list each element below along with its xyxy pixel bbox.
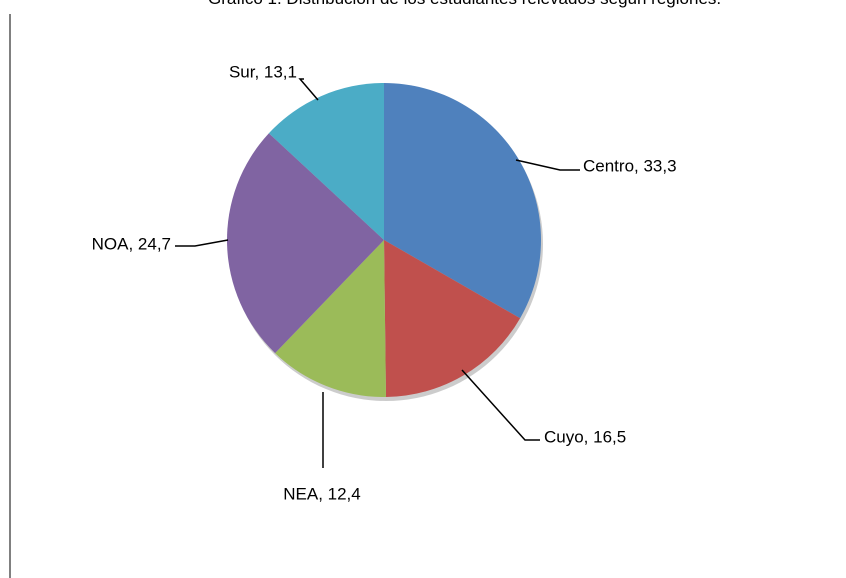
- data-label: NEA, 12,4: [283, 484, 361, 503]
- pie-slice: [268, 83, 384, 240]
- leader-line: [298, 78, 319, 101]
- leader-line: [461, 369, 540, 441]
- pie-slice: [275, 240, 386, 398]
- data-label: Cuyo, 16,5: [544, 427, 626, 446]
- leader-line: [175, 239, 229, 247]
- leader-line: [515, 159, 580, 171]
- pie-slice: [226, 133, 384, 354]
- pie-slice: [384, 83, 542, 319]
- chart-title: Gráfico 1. Distribución de los estudiant…: [208, 0, 721, 8]
- data-label: NOA, 24,7: [92, 234, 171, 253]
- data-label: Sur, 13,1: [229, 62, 297, 81]
- data-label: Centro, 33,3: [583, 156, 677, 175]
- pie-slice: [384, 240, 521, 397]
